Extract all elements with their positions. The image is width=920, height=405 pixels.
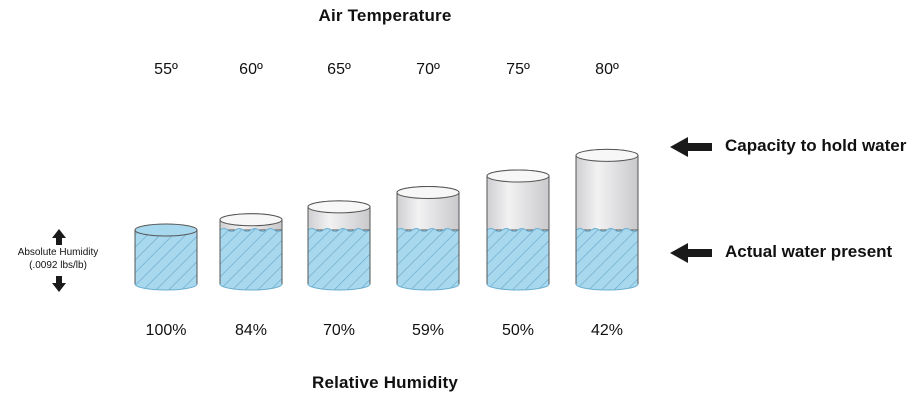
- absolute-humidity-label: Absolute Humidity (.0092 lbs/lb): [2, 246, 114, 272]
- cylinder-water: [307, 228, 371, 291]
- cylinder: [307, 200, 371, 291]
- relative-humidity-value: 42%: [590, 322, 624, 339]
- cylinder-rim: [134, 223, 198, 237]
- temperature-label: 75º: [506, 61, 530, 78]
- diagram-title-relative-humidity: Relative Humidity: [311, 373, 459, 392]
- cylinder: [486, 169, 550, 291]
- cylinder-rim: [307, 200, 371, 214]
- cylinder-water: [134, 228, 198, 291]
- cylinder-rim: [219, 213, 283, 227]
- cylinder-rim: [486, 169, 550, 183]
- cylinder-water: [486, 228, 550, 291]
- down-arrow-icon: [52, 276, 66, 292]
- cylinder-rim: [575, 148, 639, 162]
- absolute-humidity-value: (.0092 lbs/lb): [29, 260, 87, 271]
- capacity-arrow-icon: [670, 137, 712, 157]
- relative-humidity-value: 59%: [411, 322, 445, 339]
- cylinder: [219, 213, 283, 291]
- diagram-title-air-temperature: Air Temperature: [318, 6, 452, 25]
- temperature-label: 55º: [154, 61, 178, 78]
- temperature-label: 60º: [239, 61, 263, 78]
- relative-humidity-value: 70%: [322, 322, 356, 339]
- temperature-label: 70º: [416, 61, 440, 78]
- absolute-humidity-title: Absolute Humidity: [17, 247, 99, 258]
- relative-humidity-value: 100%: [145, 322, 187, 339]
- relative-humidity-value: 84%: [234, 322, 268, 339]
- cylinder-water: [575, 228, 639, 291]
- legend-actual-label: Actual water present: [725, 242, 893, 261]
- cylinder-rim: [396, 185, 460, 199]
- temperature-label: 80º: [595, 61, 619, 78]
- temperature-label: 65º: [327, 61, 351, 78]
- up-arrow-icon: [52, 229, 66, 245]
- cylinder: [134, 223, 198, 291]
- cylinder-water: [219, 228, 283, 291]
- legend-capacity-label: Capacity to hold water: [725, 136, 907, 155]
- relative-humidity-value: 50%: [501, 322, 535, 339]
- cylinder: [575, 148, 639, 291]
- actual-water-arrow-icon: [670, 243, 712, 263]
- cylinder-water: [396, 228, 460, 291]
- cylinder: [396, 185, 460, 291]
